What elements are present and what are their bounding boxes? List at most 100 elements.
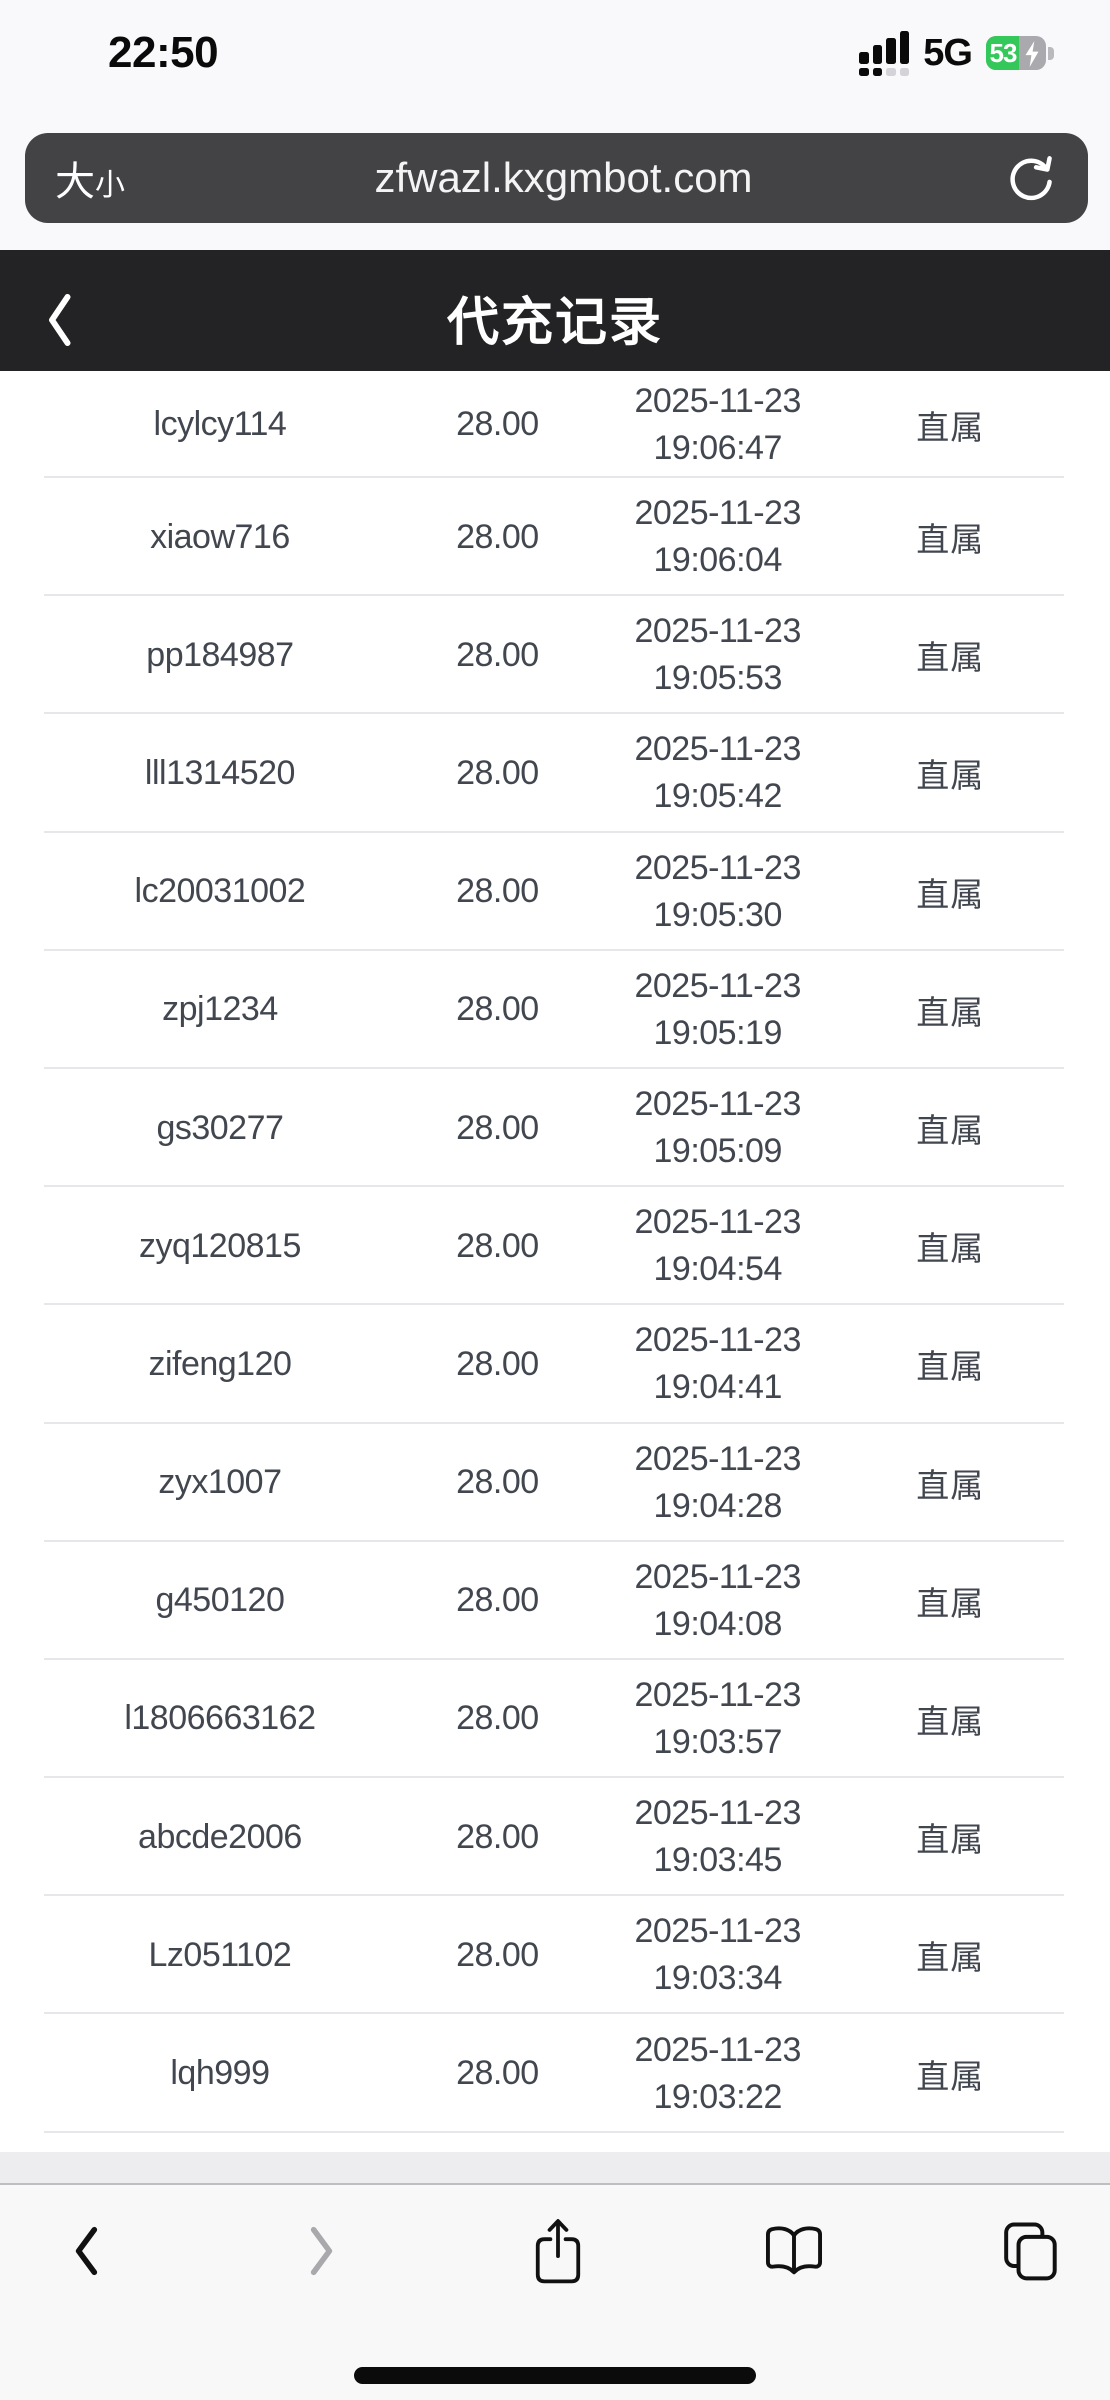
relation-value: 直属	[916, 757, 985, 795]
relation-value: 直属	[916, 1466, 985, 1504]
url-text[interactable]: zfwazl.kxgmbot.com	[374, 154, 753, 201]
date-value: 2025-11-23	[634, 1085, 801, 1124]
status-bar: 22:50 5G 53	[0, 0, 1110, 100]
toolbar-back-button[interactable]	[48, 2209, 124, 2293]
text-size-big-label: 大	[55, 160, 95, 204]
toolbar-forward-button[interactable]	[284, 2209, 360, 2293]
time-value: 19:03:57	[653, 1722, 783, 1761]
relation-value: 直属	[916, 1348, 985, 1386]
toolbar-tabs-button[interactable]	[992, 2209, 1068, 2293]
relation-cell: 直属	[835, 1778, 1065, 1896]
time-value: 19:06:04	[653, 541, 783, 580]
username-cell: zifeng120	[45, 1305, 395, 1423]
amount-value: 28.00	[456, 1344, 539, 1383]
url-bar[interactable]: 大 小 zfwazl.kxgmbot.com	[25, 133, 1088, 223]
datetime-cell: 2025-11-23 19:03:57	[600, 1660, 836, 1778]
table-row: zyq120815 28.00 2025-11-23 19:04:54 直属	[0, 1187, 1110, 1306]
username-value: lll1314520	[144, 753, 296, 792]
amount-value: 28.00	[456, 1935, 539, 1974]
table-row: zpj1234 28.00 2025-11-23 19:05:19 直属	[0, 951, 1110, 1070]
amount-cell: 28.00	[395, 1069, 600, 1187]
date-value: 2025-11-23	[634, 1794, 801, 1833]
amount-value: 28.00	[456, 2054, 539, 2093]
amount-cell: 28.00	[395, 1424, 600, 1542]
amount-value: 28.00	[456, 990, 539, 1029]
datetime-cell: 2025-11-23 19:05:30	[600, 833, 836, 951]
username-cell: lcylcy114	[45, 371, 395, 478]
amount-cell: 28.00	[395, 1660, 600, 1778]
page-end-band	[0, 2151, 1110, 2183]
amount-cell: 28.00	[395, 1542, 600, 1660]
text-size-button[interactable]: 大 小	[55, 149, 125, 207]
home-indicator[interactable]	[354, 2366, 756, 2384]
relation-value: 直属	[916, 1702, 985, 1740]
relation-value: 直属	[916, 1112, 985, 1150]
datetime-cell: 2025-11-23 19:04:41	[600, 1305, 836, 1423]
table-row: zyx1007 28.00 2025-11-23 19:04:28 直属	[0, 1424, 1110, 1542]
table-row: xiaow716 28.00 2025-11-23 19:06:04 直属	[0, 478, 1110, 597]
relation-cell: 直属	[835, 1305, 1065, 1423]
recharge-records-table: lcylcy114 28.00 2025-11-23 19:06:47 直属 x…	[0, 371, 1110, 2133]
amount-cell: 28.00	[395, 478, 600, 596]
datetime-cell: 2025-11-23 19:04:28	[600, 1424, 836, 1542]
relation-cell: 直属	[835, 478, 1065, 596]
time-value: 19:05:42	[653, 777, 783, 816]
username-value: lqh999	[170, 2054, 270, 2093]
relation-cell: 直属	[835, 714, 1065, 832]
time-value: 19:03:22	[653, 2077, 783, 2116]
relation-value: 直属	[916, 1939, 985, 1977]
time-value: 19:06:47	[653, 428, 783, 467]
network-type-label: 5G	[923, 31, 973, 74]
bookmarks-icon	[765, 2226, 823, 2274]
username-cell: lll1314520	[45, 714, 395, 832]
username-value: zyx1007	[158, 1463, 282, 1502]
amount-value: 28.00	[456, 1463, 539, 1502]
reload-button[interactable]	[1002, 151, 1058, 205]
table-row: lc20031002 28.00 2025-11-23 19:05:30 直属	[0, 833, 1110, 951]
amount-value: 28.00	[456, 1226, 539, 1265]
date-value: 2025-11-23	[634, 1439, 801, 1478]
username-value: xiaow716	[150, 517, 290, 556]
amount-cell: 28.00	[395, 1778, 600, 1896]
page-title: 代充记录	[446, 294, 663, 352]
battery-nub	[1048, 47, 1054, 60]
username-cell: gs30277	[45, 1069, 395, 1187]
time-value: 19:04:54	[653, 1250, 783, 1289]
amount-value: 28.00	[456, 635, 539, 674]
amount-value: 28.00	[456, 753, 539, 792]
datetime-cell: 2025-11-23 19:03:22	[600, 2014, 836, 2132]
username-cell: pp184987	[45, 596, 395, 714]
datetime-cell: 2025-11-23 19:03:34	[600, 1896, 836, 2014]
time-value: 19:03:34	[653, 1959, 783, 1998]
amount-value: 28.00	[456, 1699, 539, 1738]
username-value: gs30277	[156, 1108, 284, 1147]
table-row: abcde2006 28.00 2025-11-23 19:03:45 直属	[0, 1778, 1110, 1897]
date-value: 2025-11-23	[634, 1675, 801, 1714]
username-value: lc20031002	[134, 872, 306, 911]
back-icon	[75, 2226, 98, 2275]
table-row: Lz051102 28.00 2025-11-23 19:03:34 直属	[0, 1896, 1110, 2015]
toolbar-bookmarks-button[interactable]	[756, 2209, 832, 2293]
time-value: 19:04:28	[653, 1486, 783, 1525]
datetime-cell: 2025-11-23 19:05:42	[600, 714, 836, 832]
battery-percent: 53	[989, 37, 1018, 68]
date-value: 2025-11-23	[634, 381, 801, 420]
username-value: l1806663162	[124, 1699, 316, 1738]
username-value: zpj1234	[162, 990, 278, 1029]
username-cell: lqh999	[45, 2014, 395, 2132]
datetime-cell: 2025-11-23 19:06:47	[600, 371, 836, 478]
share-icon	[535, 2218, 581, 2283]
datetime-cell: 2025-11-23 19:05:19	[600, 951, 836, 1069]
back-button[interactable]	[46, 293, 72, 352]
username-cell: zpj1234	[45, 951, 395, 1069]
chevron-left-icon	[49, 293, 71, 346]
page-header: 代充记录	[0, 250, 1110, 371]
amount-value: 28.00	[456, 872, 539, 911]
date-value: 2025-11-23	[634, 1203, 801, 1242]
relation-cell: 直属	[835, 596, 1065, 714]
text-size-small-label: 小	[95, 169, 125, 202]
username-value: zifeng120	[148, 1344, 292, 1383]
toolbar-share-button[interactable]	[520, 2209, 596, 2293]
datetime-cell: 2025-11-23 19:04:54	[600, 1187, 836, 1305]
datetime-cell: 2025-11-23 19:04:08	[600, 1542, 836, 1660]
